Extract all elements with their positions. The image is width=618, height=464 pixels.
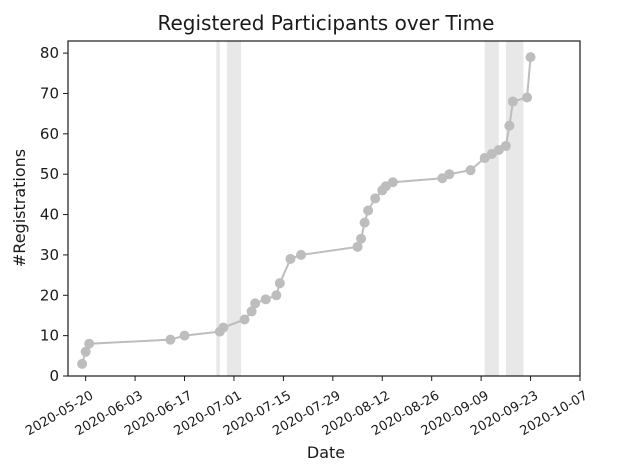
highlight-band-1 bbox=[216, 41, 220, 376]
data-point-25 bbox=[444, 169, 455, 180]
y-tick-label: 50 bbox=[40, 165, 59, 183]
data-point-18 bbox=[359, 217, 370, 228]
y-tick-label: 10 bbox=[40, 327, 59, 345]
data-point-11 bbox=[260, 294, 271, 305]
y-tick-label: 60 bbox=[40, 125, 59, 143]
data-point-7 bbox=[218, 322, 229, 333]
y-axis-ticks: 0 10 20 30 40 50 60 70 80 bbox=[40, 44, 68, 385]
y-tick-label: 30 bbox=[40, 246, 59, 264]
highlight-bands bbox=[216, 41, 524, 376]
data-points bbox=[77, 52, 536, 369]
data-point-19 bbox=[363, 205, 374, 216]
data-point-9 bbox=[246, 306, 257, 317]
data-point-33 bbox=[522, 92, 533, 103]
highlight-band-4 bbox=[505, 41, 524, 376]
data-point-12 bbox=[271, 290, 282, 301]
data-point-17 bbox=[356, 233, 367, 244]
data-point-2 bbox=[80, 346, 91, 357]
data-point-31 bbox=[504, 120, 515, 131]
data-point-20 bbox=[370, 193, 381, 204]
highlight-band-3 bbox=[484, 41, 499, 376]
y-tick-label: 40 bbox=[40, 206, 59, 224]
data-point-3 bbox=[84, 338, 95, 349]
plot-frame bbox=[67, 40, 581, 377]
chart-title: Registered Participants over Time bbox=[157, 11, 494, 35]
y-tick-label: 70 bbox=[40, 84, 59, 102]
data-point-23 bbox=[387, 177, 398, 188]
data-point-26 bbox=[465, 165, 476, 176]
data-point-14 bbox=[285, 253, 296, 264]
y-tick-label: 80 bbox=[40, 44, 59, 62]
data-point-8 bbox=[239, 314, 250, 325]
data-point-10 bbox=[250, 298, 261, 309]
data-point-13 bbox=[274, 278, 285, 289]
data-point-16 bbox=[352, 241, 363, 252]
data-point-32 bbox=[507, 96, 518, 107]
y-tick-label: 20 bbox=[40, 286, 59, 304]
highlight-band-2 bbox=[226, 41, 242, 376]
data-point-34 bbox=[525, 52, 536, 63]
data-point-30 bbox=[500, 140, 511, 151]
data-point-4 bbox=[165, 334, 176, 345]
data-point-5 bbox=[179, 330, 190, 341]
data-point-1 bbox=[77, 358, 88, 369]
y-tick-label: 0 bbox=[49, 367, 59, 385]
x-axis-label: Date bbox=[307, 443, 345, 462]
data-point-15 bbox=[296, 249, 307, 260]
y-axis-label: #Registrations bbox=[10, 149, 29, 267]
